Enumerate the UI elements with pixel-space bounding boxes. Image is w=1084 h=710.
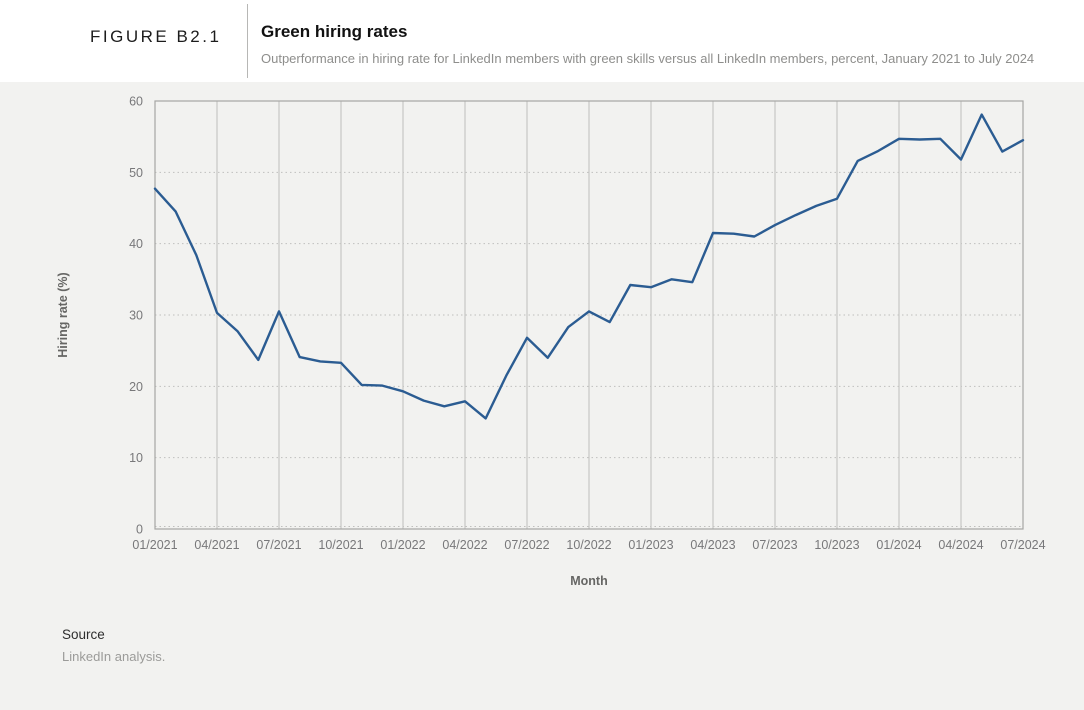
x-tick-label: 04/2024 <box>938 538 983 552</box>
x-tick-label: 07/2024 <box>1000 538 1045 552</box>
x-tick-label: 04/2023 <box>690 538 735 552</box>
source-heading: Source <box>62 627 105 642</box>
plot-border <box>154 100 1024 530</box>
y-tick-label: 30 <box>129 309 143 323</box>
chart-subtitle: Outperformance in hiring rate for Linked… <box>261 51 1035 66</box>
y-tick-label: 20 <box>129 380 143 394</box>
hiring-rate-line-chart: 0 10 20 30 40 50 60 01/2021 04/2021 07/2021 10/202… <box>56 95 1046 589</box>
x-tick-label: 01/2021 <box>132 538 177 552</box>
y-tick-label: 40 <box>129 237 143 251</box>
hiring-rate-line <box>153 113 1025 420</box>
x-tick-label: 10/2022 <box>566 538 611 552</box>
chart-title: Green hiring rates <box>261 22 408 41</box>
x-tick-label: 07/2021 <box>256 538 301 552</box>
source-block: Source LinkedIn analysis. <box>62 627 165 664</box>
x-tick-label: 04/2022 <box>442 538 487 552</box>
y-tick-label: 0 <box>136 523 143 537</box>
y-tick-label: 60 <box>129 95 143 109</box>
x-tick-label: 10/2023 <box>814 538 859 552</box>
x-tick-label: 04/2021 <box>194 538 239 552</box>
x-tick-label: 01/2023 <box>628 538 673 552</box>
title-block: Green hiring rates Outperformance in hir… <box>261 22 1061 66</box>
x-tick-label: 07/2022 <box>504 538 549 552</box>
x-tick-label: 01/2024 <box>876 538 921 552</box>
y-tick-label: 50 <box>129 166 143 180</box>
chart-section: 0 10 20 30 40 50 60 01/2021 04/2021 07/2021 10/202… <box>0 82 1084 710</box>
y-axis-title: Hiring rate (%) <box>56 272 70 357</box>
x-axis-title: Month <box>570 574 607 588</box>
header-divider <box>247 4 248 78</box>
figure-label: FIGURE B2.1 <box>90 27 222 46</box>
x-tick-label: 01/2022 <box>380 538 425 552</box>
figure-header: FIGURE B2.1 Green hiring rates Outperfor… <box>0 0 1084 82</box>
x-tick-label: 07/2023 <box>752 538 797 552</box>
x-tick-label: 10/2021 <box>318 538 363 552</box>
source-text: LinkedIn analysis. <box>62 649 166 664</box>
y-tick-label: 10 <box>129 451 143 465</box>
